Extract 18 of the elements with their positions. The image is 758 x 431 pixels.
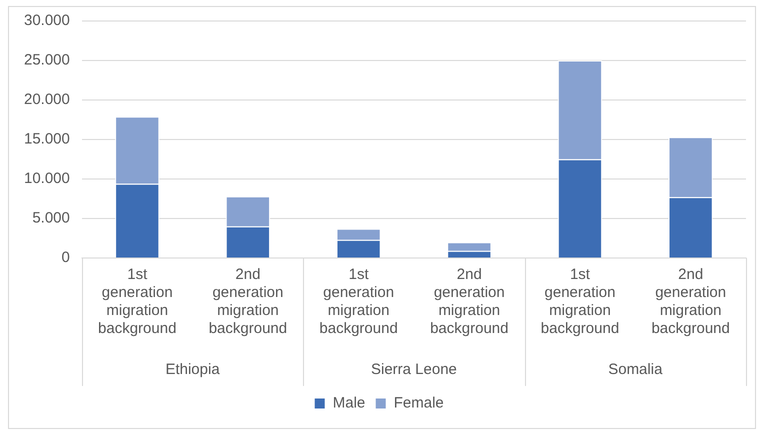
legend-label: Female (394, 394, 444, 412)
y-tick-label: 10.000 (24, 170, 70, 188)
y-tick-label: 30.000 (24, 12, 70, 30)
y-tick-label: 25.000 (24, 52, 70, 69)
x-tick-label: 1st generation migration background (98, 266, 176, 338)
text: Somalia (608, 361, 664, 378)
text: Ethiopia (165, 361, 220, 378)
legend-label: Male (332, 394, 366, 412)
x-tick-label: 2nd generation migration background (208, 266, 288, 338)
x-tick-label: 2nd generation migration background (651, 266, 730, 338)
text: Sierra Leone (370, 361, 457, 378)
y-tick-label: 0 (62, 249, 70, 266)
y-tick-label: 15.000 (24, 130, 70, 148)
x-tick-label: 2nd generation migration background (430, 266, 508, 338)
x-tick-label: 1st generation migration background (319, 266, 398, 338)
x-tick-label: 1st generation migration background (540, 266, 620, 338)
y-tick-label: 5.000 (32, 210, 70, 227)
y-tick-label: 20.000 (24, 91, 70, 108)
